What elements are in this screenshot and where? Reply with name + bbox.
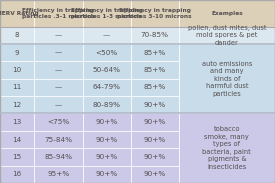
Bar (0, 166, 34, 183)
Bar (131, 113, 179, 131)
Text: —: — (55, 102, 62, 108)
Bar (34, 0, 82, 27)
Bar (34, 113, 82, 131)
Bar (179, 113, 275, 131)
Text: auto emissions
and many
kinds of
harmful dust
particles: auto emissions and many kinds of harmful… (202, 61, 252, 97)
Bar (131, 79, 179, 96)
Text: 85-94%: 85-94% (45, 154, 72, 160)
Bar (179, 44, 275, 61)
Bar (0, 131, 34, 148)
Text: 90+%: 90+% (95, 137, 118, 143)
Text: 12: 12 (13, 102, 22, 108)
Text: 15: 15 (13, 154, 22, 160)
Bar (82, 61, 131, 79)
Bar (179, 113, 275, 183)
Bar (0, 113, 34, 131)
Bar (34, 79, 82, 96)
Text: —: — (55, 67, 62, 73)
Bar (131, 166, 179, 183)
Text: 85+%: 85+% (144, 84, 166, 90)
Text: 95+%: 95+% (47, 171, 70, 177)
Bar (0, 148, 34, 166)
Text: 85+%: 85+% (144, 50, 166, 56)
Bar (131, 61, 179, 79)
Bar (82, 131, 131, 148)
Bar (82, 44, 131, 61)
Bar (131, 96, 179, 113)
Text: —: — (103, 32, 110, 38)
Text: 8: 8 (15, 32, 20, 38)
Bar (131, 131, 179, 148)
Bar (34, 148, 82, 166)
Bar (179, 27, 275, 44)
Bar (179, 0, 275, 27)
Text: 75-84%: 75-84% (45, 137, 72, 143)
Text: 80-89%: 80-89% (93, 102, 120, 108)
Text: 14: 14 (13, 137, 22, 143)
Text: —: — (55, 84, 62, 90)
Bar (0, 61, 34, 79)
Text: 9: 9 (15, 50, 20, 56)
Text: Efficiency in trapping
particles .3-1 microns: Efficiency in trapping particles .3-1 mi… (22, 8, 95, 19)
Text: 90+%: 90+% (144, 102, 166, 108)
Bar (131, 27, 179, 44)
Text: tobacco
smoke, many
types of
bacteria, paint
pigments &
insecticides: tobacco smoke, many types of bacteria, p… (202, 126, 251, 170)
Bar (82, 79, 131, 96)
Text: 85+%: 85+% (144, 67, 166, 73)
Text: 64-79%: 64-79% (93, 84, 120, 90)
Text: —: — (55, 50, 62, 56)
Bar (179, 44, 275, 113)
Text: Efficiency in trapping
particles 1-3 microns: Efficiency in trapping particles 1-3 mic… (71, 8, 142, 19)
Text: 90+%: 90+% (144, 137, 166, 143)
Bar (34, 166, 82, 183)
Bar (0, 27, 34, 44)
Text: 10: 10 (13, 67, 22, 73)
Bar (179, 148, 275, 166)
Text: 90+%: 90+% (95, 171, 118, 177)
Text: <50%: <50% (95, 50, 118, 56)
Bar (82, 0, 131, 27)
Bar (34, 96, 82, 113)
Text: 90+%: 90+% (144, 154, 166, 160)
Bar (179, 96, 275, 113)
Text: 90+%: 90+% (95, 119, 118, 125)
Bar (179, 27, 275, 44)
Text: 90+%: 90+% (144, 119, 166, 125)
Text: Examples: Examples (211, 11, 243, 16)
Bar (34, 61, 82, 79)
Bar (131, 148, 179, 166)
Bar (179, 61, 275, 79)
Text: 16: 16 (13, 171, 22, 177)
Bar (131, 44, 179, 61)
Text: MERV Rating: MERV Rating (0, 11, 39, 16)
Bar (34, 44, 82, 61)
Bar (0, 96, 34, 113)
Text: 70-85%: 70-85% (141, 32, 169, 38)
Bar (0, 79, 34, 96)
Bar (179, 131, 275, 148)
Bar (82, 96, 131, 113)
Text: <75%: <75% (47, 119, 70, 125)
Text: 90+%: 90+% (95, 154, 118, 160)
Text: —: — (55, 32, 62, 38)
Bar (82, 148, 131, 166)
Text: 13: 13 (13, 119, 22, 125)
Bar (179, 166, 275, 183)
Bar (0, 0, 34, 27)
Bar (34, 27, 82, 44)
Text: pollen, dust mites, dust
mold spores & pet
dander: pollen, dust mites, dust mold spores & p… (188, 25, 266, 46)
Bar (82, 27, 131, 44)
Bar (179, 79, 275, 96)
Text: 50-64%: 50-64% (93, 67, 120, 73)
Text: 11: 11 (13, 84, 22, 90)
Bar (82, 113, 131, 131)
Bar (82, 166, 131, 183)
Bar (0, 44, 34, 61)
Bar (34, 131, 82, 148)
Bar (131, 0, 179, 27)
Text: 90+%: 90+% (144, 171, 166, 177)
Text: Efficiency in trapping
particles 3-10 microns: Efficiency in trapping particles 3-10 mi… (117, 8, 192, 19)
